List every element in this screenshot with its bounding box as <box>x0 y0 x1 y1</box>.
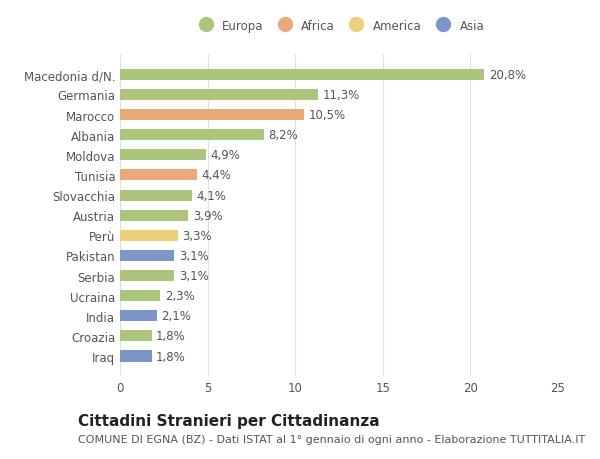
Text: 10,5%: 10,5% <box>308 109 346 122</box>
Text: 1,8%: 1,8% <box>156 330 185 343</box>
Text: 3,1%: 3,1% <box>179 249 208 263</box>
Text: 2,1%: 2,1% <box>161 310 191 323</box>
Text: 4,4%: 4,4% <box>202 169 232 182</box>
Bar <box>120 190 192 201</box>
Text: COMUNE DI EGNA (BZ) - Dati ISTAT al 1° gennaio di ogni anno - Elaborazione TUTTI: COMUNE DI EGNA (BZ) - Dati ISTAT al 1° g… <box>78 434 585 444</box>
Bar <box>120 311 157 322</box>
Text: 1,8%: 1,8% <box>156 350 185 363</box>
Bar <box>120 351 152 362</box>
Bar <box>120 210 188 221</box>
Bar <box>120 170 197 181</box>
Bar <box>120 330 152 341</box>
Bar <box>120 270 175 281</box>
Text: 20,8%: 20,8% <box>489 69 526 82</box>
Legend: Europa, Africa, America, Asia: Europa, Africa, America, Asia <box>190 16 488 36</box>
Bar <box>120 110 304 121</box>
Text: 3,9%: 3,9% <box>193 209 223 222</box>
Bar <box>120 90 318 101</box>
Bar <box>120 150 206 161</box>
Bar <box>120 70 484 81</box>
Bar <box>120 130 263 141</box>
Text: 4,1%: 4,1% <box>196 189 226 202</box>
Text: 4,9%: 4,9% <box>210 149 240 162</box>
Text: 3,1%: 3,1% <box>179 269 208 282</box>
Text: 8,2%: 8,2% <box>268 129 298 142</box>
Bar <box>120 291 160 302</box>
Text: 2,3%: 2,3% <box>164 290 194 302</box>
Bar <box>120 230 178 241</box>
Text: Cittadini Stranieri per Cittadinanza: Cittadini Stranieri per Cittadinanza <box>78 413 380 428</box>
Text: 3,3%: 3,3% <box>182 230 212 242</box>
Bar <box>120 250 175 262</box>
Text: 11,3%: 11,3% <box>322 89 359 102</box>
